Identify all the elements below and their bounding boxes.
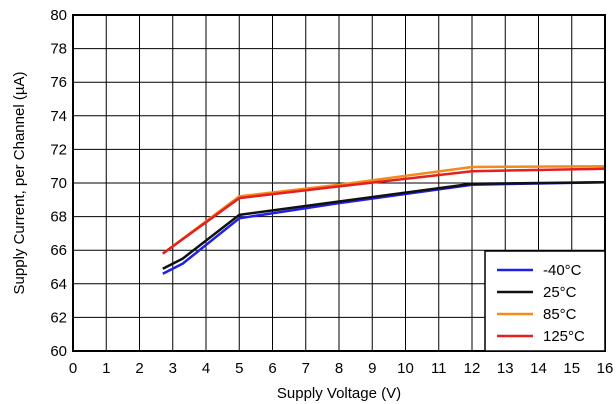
y-tick-label: 66 [50, 242, 67, 259]
x-tick-label: 13 [497, 360, 514, 377]
y-tick-label: 64 [50, 276, 67, 293]
y-tick-label: 74 [50, 108, 67, 125]
y-tick-labels: 60 62 64 66 68 70 72 74 76 78 80 [50, 7, 67, 360]
x-tick-labels: 0 1 2 3 4 5 6 7 8 9 10 11 12 13 14 15 16 [69, 360, 614, 377]
series-line [162, 167, 606, 255]
legend-box [484, 250, 606, 352]
y-tick-label: 72 [50, 141, 67, 158]
y-axis-title: Supply Current, per Channel (µA) [11, 72, 28, 295]
x-tick-label: 1 [102, 360, 110, 377]
y-tick-label: 78 [50, 41, 67, 58]
y-tick-label: 68 [50, 209, 67, 226]
x-tick-label: 14 [530, 360, 547, 377]
legend-label: 125°C [543, 328, 585, 345]
series-line [162, 180, 606, 270]
plot-frame [72, 14, 606, 352]
y-tick-label: 70 [50, 175, 67, 192]
x-tick-label: 11 [431, 360, 447, 377]
x-tick-label: 7 [302, 360, 310, 377]
series-lines [162, 164, 606, 275]
x-axis-title: Supply Voltage (V) [277, 385, 401, 402]
y-tick-label: 80 [50, 7, 67, 24]
x-tick-label: 12 [464, 360, 481, 377]
legend-label: 25°C [543, 284, 577, 301]
x-tick-label: 3 [169, 360, 177, 377]
legend: -40°C 25°C 85°C 125°C [484, 250, 606, 352]
legend-label: 85°C [543, 306, 577, 323]
y-tick-label: 76 [50, 74, 67, 91]
x-tick-label: 16 [597, 360, 614, 377]
x-tick-label: 8 [335, 360, 343, 377]
x-tick-label: 9 [368, 360, 376, 377]
x-tick-label: 6 [268, 360, 276, 377]
x-tick-label: 5 [235, 360, 243, 377]
x-tick-label: 15 [563, 360, 580, 377]
y-tick-label: 62 [50, 309, 67, 326]
x-tick-label: 0 [69, 360, 77, 377]
x-tick-label: 4 [202, 360, 210, 377]
y-tick-label: 60 [50, 343, 67, 360]
x-tick-label: 2 [135, 360, 143, 377]
legend-label: -40°C [543, 262, 582, 279]
x-tick-label: 10 [397, 360, 414, 377]
